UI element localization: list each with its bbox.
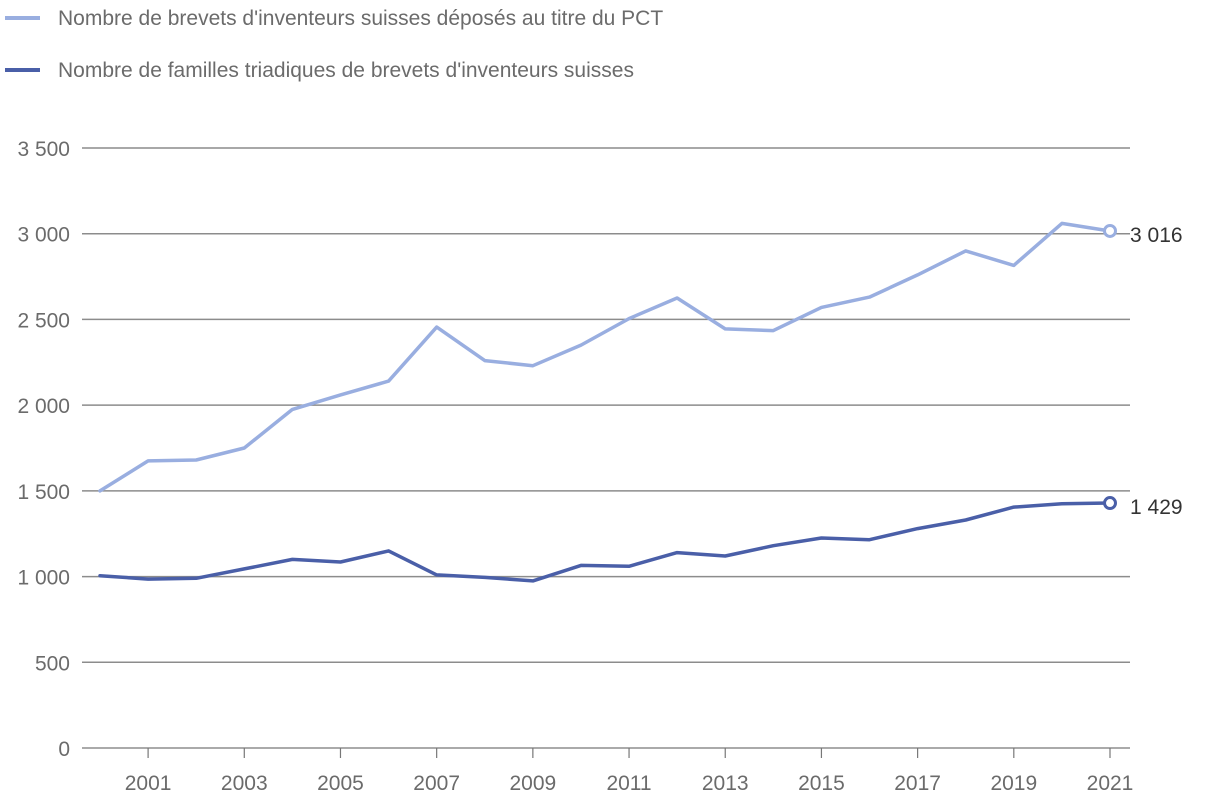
x-tick-label: 2007 (413, 772, 460, 795)
y-tick-label: 3 500 (17, 138, 70, 161)
x-tick-label: 2009 (509, 772, 556, 795)
y-tick-label: 1 500 (17, 481, 70, 504)
x-tick-label: 2005 (317, 772, 364, 795)
y-tick-label: 1 000 (17, 567, 70, 590)
y-tick-label: 500 (35, 652, 70, 675)
y-axis: 0 500 1 000 1 500 2 000 2 500 3 000 3 500 (17, 138, 70, 761)
x-tick-label: 2015 (798, 772, 845, 795)
y-tick-label: 0 (58, 738, 70, 761)
series-line-2 (98, 501, 1112, 583)
x-tick-label: 2003 (221, 772, 268, 795)
legend-label-1: Nombre de brevets d'inventeurs suisses d… (58, 7, 663, 30)
x-tick-label: 2017 (894, 772, 941, 795)
legend-label-2: Nombre de familles triadiques de brevets… (58, 59, 634, 82)
end-label-2: 1 429 (1130, 496, 1183, 519)
series-group (98, 221, 1117, 583)
end-marker-2 (1103, 496, 1117, 511)
x-tick-label: 2001 (125, 772, 172, 795)
y-tick-label: 3 000 (17, 224, 70, 247)
series-line-1 (98, 221, 1112, 493)
gridlines (82, 147, 1130, 749)
x-tick-label: 2019 (990, 772, 1037, 795)
x-tick-label: 2021 (1087, 772, 1134, 795)
x-tick-label: 2011 (606, 772, 651, 795)
x-axis: 2001 2003 2005 2007 2009 2011 2013 2015 2017 2019… (125, 748, 1134, 795)
legend: Nombre de brevets d'inventeurs suisses d… (5, 7, 663, 82)
end-labels: 3 016 1 429 (1130, 224, 1183, 519)
y-tick-label: 2 500 (17, 309, 70, 332)
end-marker-1 (1103, 223, 1117, 238)
y-tick-label: 2 000 (17, 395, 70, 418)
x-tick-label: 2013 (702, 772, 749, 795)
end-label-1: 3 016 (1130, 224, 1183, 247)
